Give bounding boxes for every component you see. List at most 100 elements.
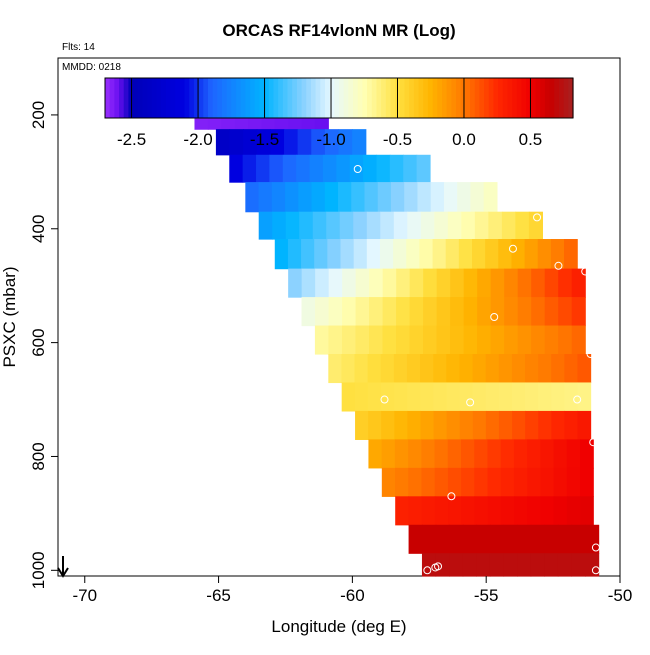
- heatmap-cell: [422, 524, 437, 554]
- heatmap-cell: [420, 354, 434, 384]
- heatmap-cell: [459, 382, 474, 412]
- colorbar-segment: [474, 78, 480, 118]
- colorbar-segment: [334, 78, 340, 118]
- heatmap-cell: [381, 439, 396, 469]
- colorbar-tick-label: 0.0: [452, 130, 476, 149]
- colorbar-segment: [399, 78, 406, 118]
- heatmap-cell: [393, 354, 408, 384]
- colorbar-segment: [441, 78, 448, 118]
- heatmap-cell: [229, 129, 244, 156]
- plot-frame: [57, 57, 621, 577]
- colorbar-segment: [404, 78, 410, 118]
- y-axis: 200 400 600 800 1000: [29, 101, 58, 589]
- colorbar-segment: [301, 78, 307, 118]
- heatmap-cell: [393, 239, 407, 270]
- heatmap-cell: [449, 553, 464, 577]
- heatmap-cell: [459, 410, 474, 440]
- sample-point: [591, 543, 600, 552]
- heatmap-cell: [553, 496, 568, 526]
- heatmap-cell: [488, 211, 503, 240]
- heatmap-cell: [459, 354, 474, 384]
- date-annotation: MMDD: 0218: [62, 62, 121, 73]
- colorbar-segment: [207, 78, 214, 118]
- x-tick-label: -50: [608, 586, 633, 605]
- sample-point: [589, 438, 598, 447]
- heatmap-cell: [328, 297, 343, 327]
- heatmap-cell: [498, 410, 513, 440]
- heatmap-cell: [409, 268, 424, 298]
- heatmap-cell: [487, 467, 502, 497]
- y-tick-label: 1000: [29, 551, 48, 589]
- heatmap-cell: [409, 297, 424, 327]
- heatmap-cell: [553, 467, 568, 497]
- colorbar-segment: [456, 78, 462, 118]
- colorbar-segment: [357, 78, 363, 118]
- heatmap-cell: [498, 382, 513, 412]
- heatmap-cell: [544, 325, 559, 355]
- colorbar-segment: [451, 78, 457, 118]
- colorbar-segment: [250, 78, 256, 118]
- heatmap-cell: [564, 382, 579, 412]
- sample-point: [423, 566, 432, 575]
- colorbar-segment: [390, 78, 396, 118]
- heatmap-cell: [349, 154, 364, 183]
- heatmap-cell: [450, 297, 465, 327]
- heatmap-cell: [503, 524, 518, 554]
- x-axis: -70 -65 -60 -55 -50: [72, 576, 632, 605]
- heatmap-cell: [447, 467, 462, 497]
- heatmap-cell: [487, 439, 502, 469]
- chart-title: ORCAS RF14vlonN MR (Log): [222, 21, 455, 40]
- x-tick-label: -65: [206, 586, 231, 605]
- colorbar-tick-label: -2.0: [183, 130, 212, 149]
- heatmap-cell: [389, 154, 404, 183]
- heatmap-cell: [571, 553, 586, 577]
- heatmap-cell: [377, 182, 392, 213]
- heatmap-cell: [472, 354, 487, 384]
- heatmap-cell: [324, 129, 340, 156]
- heatmap-cell: [457, 182, 472, 213]
- colorbar-segment: [184, 78, 190, 118]
- heatmap-cell: [403, 154, 418, 183]
- colorbar-segment: [306, 78, 312, 118]
- y-tick-label: 400: [29, 215, 48, 243]
- colorbar-segment: [329, 78, 335, 118]
- heatmap-cell: [511, 382, 526, 412]
- heatmap-cell: [381, 410, 395, 440]
- heatmap-cell: [229, 154, 244, 183]
- heatmap-cell: [353, 211, 368, 240]
- heatmap-cell: [271, 182, 286, 213]
- heatmap-cell: [530, 524, 545, 554]
- heatmap-cell: [498, 354, 513, 384]
- heatmap-cell: [376, 154, 391, 183]
- colorbar-segment: [549, 78, 555, 118]
- heatmap-cell: [326, 211, 341, 240]
- sample-point: [591, 566, 600, 575]
- heatmap-cell: [419, 239, 434, 270]
- heatmap-cell: [490, 524, 505, 554]
- colorbar-segment: [507, 78, 513, 118]
- heatmap-cell: [525, 382, 539, 412]
- heatmap-cell: [540, 439, 555, 469]
- colorbar-segment: [367, 78, 373, 118]
- heatmap-cell: [423, 268, 438, 298]
- heatmap-cell: [544, 297, 559, 327]
- heatmap-cell: [462, 553, 477, 577]
- heatmap-cell: [342, 268, 357, 298]
- sample-point: [447, 492, 456, 501]
- sample-point: [353, 165, 362, 173]
- colorbar-segment: [222, 78, 228, 118]
- colorbar-segment: [348, 78, 354, 118]
- heatmap-cell: [328, 354, 343, 384]
- heatmap-cell: [461, 467, 475, 497]
- heatmap-cell: [577, 410, 592, 440]
- heatmap-cell: [517, 524, 532, 554]
- colorbar-segment: [165, 78, 172, 118]
- heatmap-cell: [446, 354, 461, 384]
- heatmap-cell: [406, 239, 420, 270]
- heatmap-cell: [396, 297, 411, 327]
- heatmap-cell: [355, 410, 369, 440]
- heatmap-cell: [571, 325, 586, 355]
- heatmap-cell: [367, 382, 382, 412]
- colorbar-segment: [493, 78, 499, 118]
- heatmap-cell: [580, 467, 594, 497]
